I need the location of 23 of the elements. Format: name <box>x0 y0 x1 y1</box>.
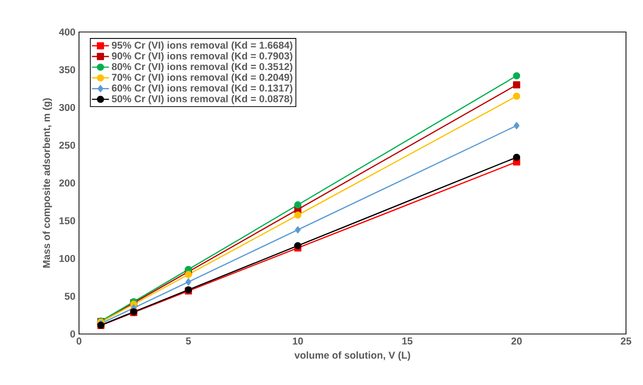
x-tick-label: 5 <box>186 338 191 344</box>
legend-label: 90% Cr (VI) ions removal (Kd = 0.7903) <box>112 52 292 62</box>
y-tick-label: 350 <box>59 66 76 74</box>
y-tick-label: 250 <box>59 142 76 149</box>
x-axis-title: volume of solution, V (L) <box>294 351 410 361</box>
y-tick-label: 0 <box>70 330 76 338</box>
y-tick-label: 50 <box>64 292 76 300</box>
y-tick-label: 100 <box>59 254 76 262</box>
legend-label: 50% Cr (VI) ions removal (Kd = 0.0878) <box>112 94 292 104</box>
x-tick-label: 25 <box>620 338 632 345</box>
x-tick-label: 15 <box>402 338 412 344</box>
legend-label: 60% Cr (VI) ions removal (Kd = 0.1317) <box>112 84 292 94</box>
y-tick-label: 200 <box>59 179 76 187</box>
y-axis-title: Mass of composite adsorbent, m (g) <box>42 98 52 268</box>
legend-label: 80% Cr (VI) ions removal (Kd = 0.3512) <box>112 62 292 72</box>
y-tick-label: 300 <box>59 104 76 112</box>
x-tick-label: 10 <box>292 338 303 345</box>
legend-label: 95% Cr (VI) ions removal (Kd = 1.6684) <box>112 41 292 51</box>
y-tick-label: 150 <box>59 217 76 224</box>
y-tick-label: 400 <box>59 28 76 36</box>
legend-label: 70% Cr (VI) ions removal (Kd = 0.2049) <box>112 74 292 83</box>
x-tick-label: 0 <box>76 338 82 345</box>
x-tick-label: 20 <box>511 338 522 345</box>
